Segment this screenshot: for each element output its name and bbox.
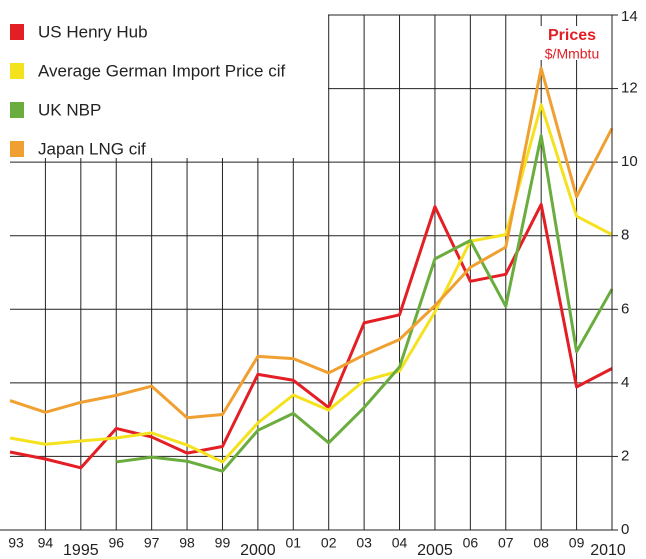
x-tick-label: 98 [179, 535, 195, 551]
x-tick-label: 94 [38, 535, 54, 551]
x-tick-label: 2005 [417, 542, 453, 559]
legend-swatch [10, 102, 24, 118]
chart-title: Prices [548, 27, 596, 44]
x-tick-label: 01 [286, 535, 302, 551]
x-tick-label: 2010 [590, 542, 626, 559]
y-tick-label: 6 [621, 300, 629, 317]
x-tick-label: 04 [392, 535, 408, 551]
x-tick-label: 2000 [240, 542, 276, 559]
y-tick-label: 8 [621, 227, 629, 244]
x-tick-label: 08 [533, 535, 549, 551]
legend-label: Japan LNG cif [38, 139, 146, 158]
legend-label: US Henry Hub [38, 22, 148, 41]
x-tick-label: 93 [8, 535, 24, 551]
y-tick-label: 14 [621, 8, 638, 25]
legend-label: UK NBP [38, 100, 101, 119]
x-tick-label: 07 [498, 535, 514, 551]
title-background [530, 26, 610, 60]
y-tick-label: 10 [621, 153, 638, 170]
chart-subtitle: $/Mmbtu [545, 46, 599, 62]
series-line [9, 66, 614, 420]
series-line [9, 202, 613, 470]
x-tick-label: 1995 [63, 542, 99, 559]
x-tick-label: 02 [321, 535, 337, 551]
legend-swatch [10, 24, 24, 40]
y-tick-label: 12 [621, 80, 638, 97]
y-tick-label: 0 [621, 521, 629, 538]
x-tick-label: 03 [356, 535, 372, 551]
x-tick-label: 96 [108, 535, 124, 551]
legend-label: Average German Import Price cif [38, 61, 285, 80]
series-line [116, 134, 614, 473]
axes: 93 94 1995 96 97 98 99 2000 01 02 03 04 2005 06 07 08 09… [0, 8, 638, 559]
legend-swatch [10, 141, 24, 157]
x-tick-label: 06 [463, 535, 479, 551]
legend-background [0, 0, 328, 158]
lines [9, 66, 614, 473]
y-tick-label: 2 [621, 447, 629, 464]
x-tick-label: 99 [215, 535, 231, 551]
x-tick-label: 97 [144, 535, 160, 551]
legend-swatch [10, 63, 24, 79]
x-tick-label: 09 [569, 535, 585, 551]
y-tick-label: 4 [621, 374, 629, 391]
